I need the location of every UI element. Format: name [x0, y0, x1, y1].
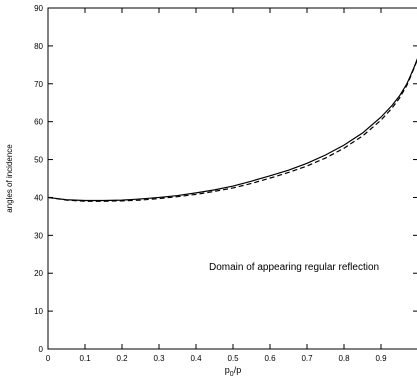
x-axis-ticks: 0 0.1 0.2 0.3 0.4 0.5 0.6 0.7 0.8 0.9 [46, 8, 387, 363]
y-tick-label: 0 [39, 345, 44, 354]
x-axis-label-main: p [225, 365, 230, 375]
x-tick-label: 0.7 [301, 354, 313, 363]
x-tick-label: 0.8 [338, 354, 350, 363]
series-line-dashed [47, 58, 417, 202]
x-tick-label: 0.6 [264, 354, 276, 363]
x-tick-label: 0.1 [79, 354, 91, 363]
x-axis-label: p0/p [225, 365, 241, 378]
y-tick-label: 40 [34, 193, 43, 202]
y-tick-label: 80 [34, 42, 43, 51]
y-axis-ticks: 0 10 20 30 40 50 60 70 80 90 [34, 4, 417, 354]
x-tick-label: 0.3 [153, 354, 165, 363]
y-tick-label: 10 [34, 307, 43, 316]
plot-frame [47, 7, 417, 350]
x-tick-label: 0.9 [375, 354, 387, 363]
x-tick-label: 0 [46, 354, 51, 363]
x-tick-label: 0.5 [227, 354, 239, 363]
y-tick-label: 30 [34, 231, 43, 240]
y-axis-label: angles of incidence [5, 144, 14, 213]
y-tick-label: 20 [34, 269, 43, 278]
annotation-text: Domain of appearing regular reflection [209, 262, 379, 273]
x-tick-label: 0.4 [190, 354, 202, 363]
x-axis-label-subscript: 0 [230, 371, 234, 378]
y-tick-label: 70 [34, 80, 43, 89]
x-tick-label: 0.2 [116, 354, 128, 363]
y-tick-label: 90 [34, 4, 43, 13]
series-line-solid [47, 58, 417, 202]
x-axis-label-tail: /p [234, 365, 242, 375]
y-tick-label: 60 [34, 118, 43, 127]
y-tick-label: 50 [34, 156, 43, 165]
series-layer [47, 58, 417, 202]
